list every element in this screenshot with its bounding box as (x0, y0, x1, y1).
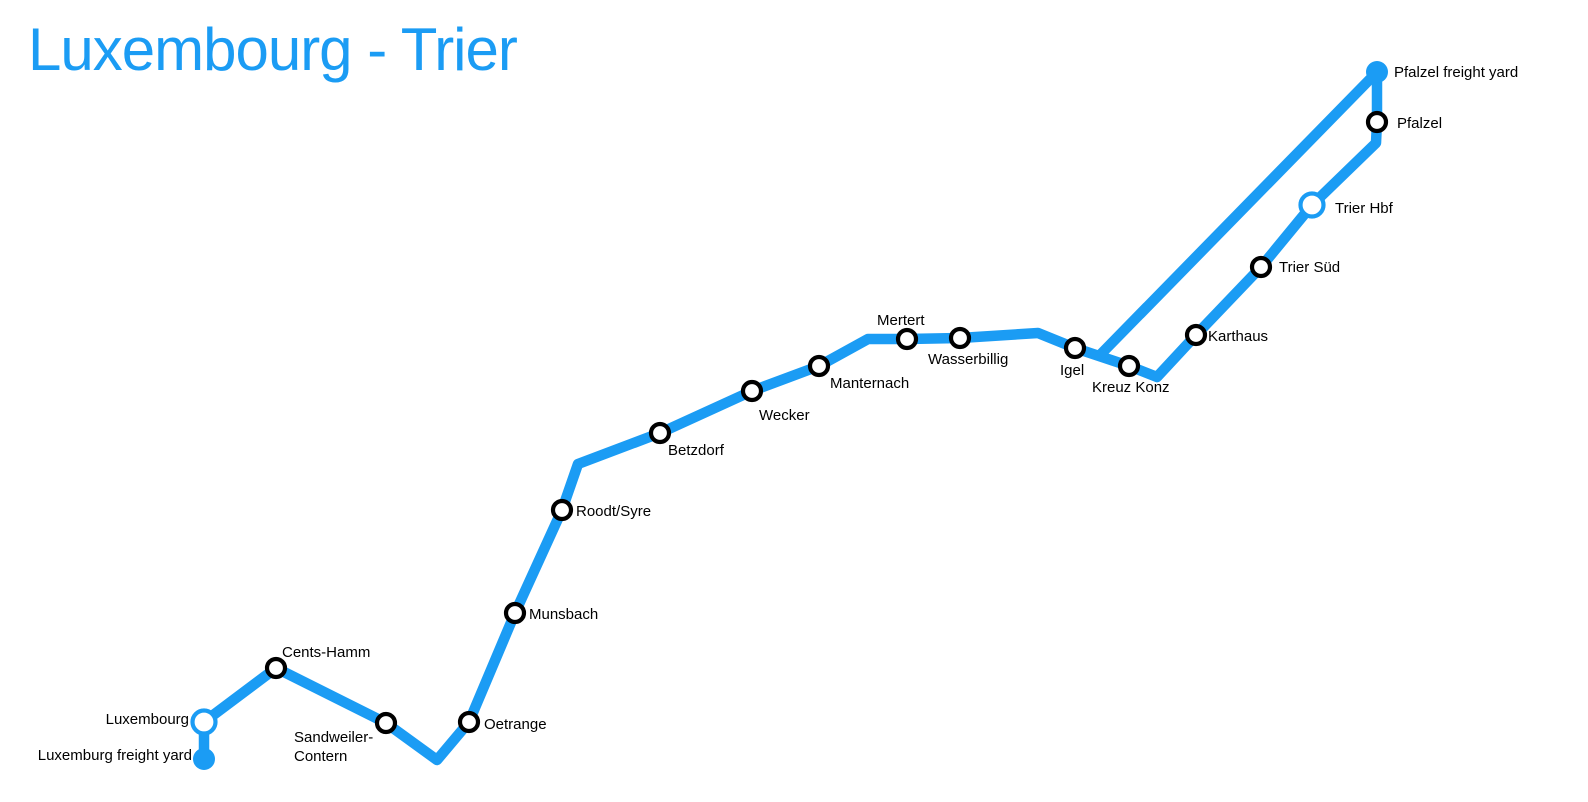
station-label-kreuz-konz: Kreuz Konz (1092, 379, 1170, 396)
station-label-trier-hbf: Trier Hbf (1335, 200, 1394, 217)
station-label-luxemburg-freight-yard: Luxemburg freight yard (38, 747, 192, 764)
station-marker-pfalzel (1365, 110, 1389, 134)
station-marker-manternach (807, 354, 831, 378)
station-label-luxembourg: Luxembourg (106, 711, 189, 728)
station-label-sandweiler-contern: Sandweiler-Contern (294, 729, 373, 765)
station-label-igel: Igel (1060, 362, 1084, 379)
station-marker-betzdorf (648, 421, 672, 445)
station-marker-wasserbillig (948, 326, 972, 350)
station-label-karthaus: Karthaus (1208, 328, 1268, 345)
station-marker-trier-hbf (1298, 191, 1326, 219)
station-marker-sandweiler-contern (374, 711, 398, 735)
station-marker-kreuz-konz (1117, 354, 1141, 378)
station-marker-luxemburg-freight-yard (193, 748, 215, 770)
station-label-munsbach: Munsbach (529, 606, 598, 623)
station-marker-trier-sued (1249, 255, 1273, 279)
station-marker-cents-hamm (264, 656, 288, 680)
station-label-wasserbillig: Wasserbillig (928, 351, 1008, 368)
station-marker-wecker (740, 379, 764, 403)
station-marker-pfalzel-freight-yard (1366, 61, 1388, 83)
station-label-pfalzel: Pfalzel (1397, 115, 1442, 132)
diagram-title: Luxembourg - Trier (28, 16, 518, 83)
station-label-wecker: Wecker (759, 407, 810, 424)
station-marker-munsbach (503, 601, 527, 625)
route-freight-bypass-line (1096, 68, 1381, 359)
station-marker-roodt-syre (550, 498, 574, 522)
station-label-trier-sued: Trier Süd (1279, 259, 1340, 276)
station-marker-luxembourg (190, 708, 218, 736)
station-marker-oetrange (457, 710, 481, 734)
station-label-oetrange: Oetrange (484, 716, 547, 733)
station-label-mertert: Mertert (877, 312, 925, 329)
station-marker-karthaus (1184, 323, 1208, 347)
station-label-cents-hamm: Cents-Hamm (282, 644, 370, 661)
station-marker-igel (1063, 336, 1087, 360)
station-marker-mertert (895, 327, 919, 351)
station-label-pfalzel-freight-yard: Pfalzel freight yard (1394, 64, 1518, 81)
station-label-roodt-syre: Roodt/Syre (576, 503, 651, 520)
station-label-betzdorf: Betzdorf (668, 442, 725, 459)
station-label-manternach: Manternach (830, 375, 909, 392)
